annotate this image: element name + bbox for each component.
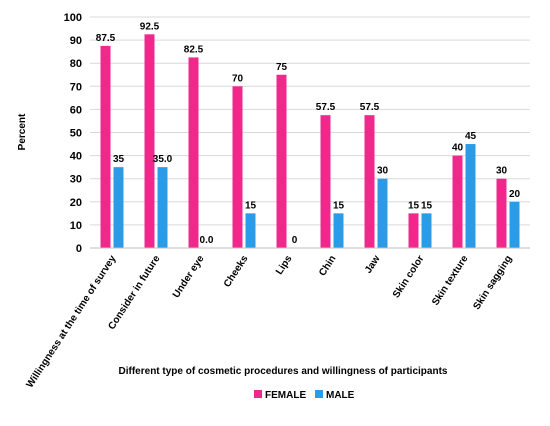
y-tick-label: 70	[70, 81, 82, 93]
x-category-label: Willingness at the time of survey	[25, 253, 119, 390]
bar-male-3	[245, 213, 256, 248]
bar-female-2	[188, 57, 199, 248]
y-tick-label: 80	[70, 58, 82, 70]
bar-male-7	[421, 213, 432, 248]
bar-female-0	[100, 45, 111, 248]
data-labels: 87.5 92.5 82.5 70 75 57.5 57.5 15 40 30 35 35.0 0.0 1…	[96, 21, 521, 246]
data-label-female: 75	[276, 62, 288, 73]
bar-male-8	[465, 144, 476, 248]
bar-female-9	[496, 178, 507, 248]
x-category-label: Lips	[274, 253, 295, 277]
data-label-male: 30	[377, 166, 389, 177]
y-tick-label: 30	[70, 174, 82, 186]
data-label-male: 15	[245, 200, 257, 211]
data-label-female: 40	[452, 143, 464, 154]
data-label-female: 30	[496, 166, 508, 177]
data-label-male: 45	[465, 131, 477, 142]
bar-female-1	[144, 34, 155, 249]
data-label-male: 0.0	[200, 235, 214, 246]
bar-female-4	[276, 74, 287, 248]
legend-label-female: FEMALE	[265, 390, 306, 401]
y-tick-label: 10	[70, 220, 82, 232]
bar-male-9	[509, 201, 520, 248]
legend-swatch-female	[254, 390, 262, 398]
y-tick-label: 20	[70, 197, 82, 209]
y-tick-label: 40	[70, 151, 82, 163]
x-category-label: Cheeks	[222, 253, 251, 289]
x-axis-title: Different type of cosmetic procedures an…	[119, 366, 448, 377]
bar-female-3	[232, 86, 243, 248]
data-label-female: 87.5	[96, 33, 116, 44]
data-label-male: 0	[292, 235, 298, 246]
data-label-male: 35.0	[153, 154, 173, 165]
y-tick-label: 100	[64, 12, 82, 24]
x-category-label: Jaw	[363, 253, 383, 275]
y-tick-label: 50	[70, 128, 82, 140]
bar-male-1	[157, 167, 168, 248]
bars	[100, 34, 520, 249]
legend: FEMALE MALE	[254, 390, 355, 401]
bar-female-8	[452, 155, 463, 248]
x-category-label: Under eye	[171, 253, 207, 300]
data-label-female: 57.5	[360, 102, 380, 113]
data-label-female: 57.5	[316, 102, 336, 113]
data-label-male: 15	[421, 200, 433, 211]
x-category-label: Skin sagging	[471, 254, 514, 312]
y-tick-label: 60	[70, 104, 82, 116]
y-tick-label: 0	[76, 243, 82, 255]
x-category-label: Skin color	[391, 254, 427, 301]
data-label-male: 35	[113, 154, 125, 165]
data-label-female: 92.5	[140, 21, 160, 32]
data-label-female: 15	[408, 200, 420, 211]
y-axis-title: Percent	[17, 113, 28, 150]
bar-female-5	[320, 115, 331, 248]
bar-female-7	[408, 213, 419, 248]
data-label-male: 20	[509, 189, 521, 200]
bar-female-6	[364, 115, 375, 248]
x-category-label: Skin texture	[430, 253, 471, 307]
bar-male-6	[377, 178, 388, 248]
x-category-label: Chin	[317, 254, 338, 279]
bar-male-0	[113, 167, 124, 248]
legend-swatch-male	[315, 390, 323, 398]
bar-male-5	[333, 213, 344, 248]
y-axis-ticks: 0 10 20 30 40 50 60 70 80 90 100	[64, 12, 82, 255]
data-label-female: 70	[232, 73, 244, 84]
y-tick-label: 90	[70, 35, 82, 47]
legend-label-male: MALE	[326, 390, 355, 401]
data-label-male: 15	[333, 200, 345, 211]
data-label-female: 82.5	[184, 44, 204, 55]
grid-lines	[90, 16, 530, 226]
